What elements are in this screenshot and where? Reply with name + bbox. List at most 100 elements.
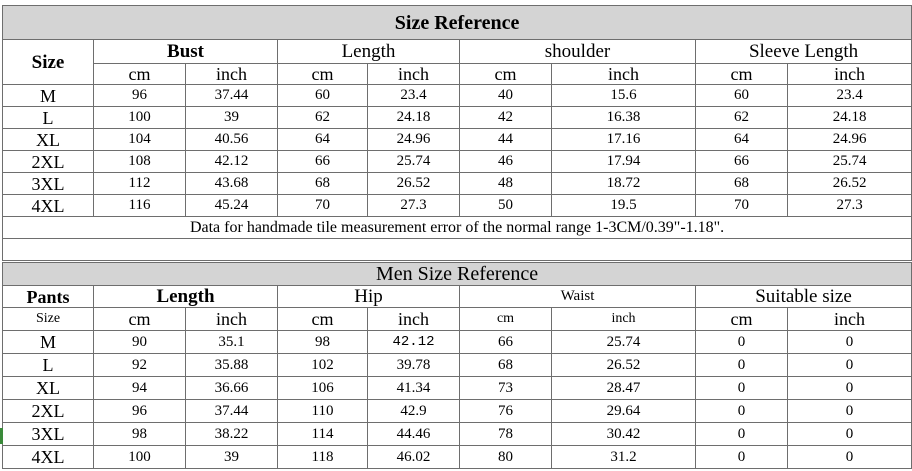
pants-header: Pants (2, 285, 94, 308)
value-cell: 37.44 (185, 399, 278, 423)
value-cell: 37.44 (185, 84, 278, 107)
value-cell: 62 (277, 106, 368, 129)
value-cell: 94 (93, 376, 186, 400)
bust-header: Bust (93, 39, 278, 64)
value-cell: 70 (277, 194, 368, 217)
value-cell: 80 (459, 445, 552, 469)
value-cell: 78 (459, 422, 552, 446)
value-cell: 40 (459, 84, 552, 107)
measurement-note: Data for handmade tile measurement error… (1, 216, 912, 239)
value-cell: 0 (786, 353, 912, 377)
value-cell: 0 (695, 399, 788, 423)
value-cell: 42.12 (185, 150, 278, 173)
table-row: 4XL 116 45.24 70 27.3 50 19.5 70 27.3 (2, 194, 912, 217)
unit-header: cm (93, 307, 186, 331)
value-cell: 41.34 (367, 376, 460, 400)
value-cell: 66 (459, 330, 552, 354)
value-cell: 27.3 (786, 194, 912, 217)
unit-header: inch (367, 63, 460, 85)
value-cell: 68 (695, 172, 788, 195)
unit-header: inch (367, 307, 460, 331)
value-cell: 44 (459, 128, 552, 151)
value-cell: 62 (695, 106, 788, 129)
value-cell: 42.9 (367, 399, 460, 423)
value-cell: 36.66 (185, 376, 278, 400)
men-size-reference-table: Men Size Reference Pants Length Hip Wais… (1, 262, 912, 469)
unit-header: inch (786, 63, 912, 85)
value-cell: 35.1 (185, 330, 278, 354)
size-header: Size (2, 39, 94, 85)
value-cell: 26.52 (786, 172, 912, 195)
value-cell: 0 (695, 422, 788, 446)
length-header: Length (277, 39, 460, 64)
value-cell: 48 (459, 172, 552, 195)
value-cell: 68 (459, 353, 552, 377)
unit-header: cm (695, 63, 788, 85)
value-cell: 39.78 (367, 353, 460, 377)
value-cell: 24.96 (367, 128, 460, 151)
unit-header: cm (459, 307, 552, 331)
value-cell: 17.94 (551, 150, 696, 173)
value-cell: 0 (786, 399, 912, 423)
value-cell: 76 (459, 399, 552, 423)
table-row: XL 94 36.66 106 41.34 73 28.47 0 0 (2, 376, 912, 400)
value-cell: 46.02 (367, 445, 460, 469)
size-reference-table: Size Reference Size Bust Length shoulder… (1, 5, 912, 261)
value-cell: 90 (93, 330, 186, 354)
value-cell: 0 (695, 330, 788, 354)
unit-header: inch (185, 63, 278, 85)
value-cell: 0 (695, 376, 788, 400)
value-cell: 100 (93, 106, 186, 129)
table-row: L 100 39 62 24.18 42 16.38 62 24.18 (2, 106, 912, 129)
value-cell: 24.96 (786, 128, 912, 151)
unit-header: inch (786, 307, 912, 331)
value-cell: 66 (277, 150, 368, 173)
size-cell: 3XL (2, 422, 94, 446)
value-cell: 110 (277, 399, 368, 423)
value-cell: 26.52 (367, 172, 460, 195)
value-cell: 28.47 (551, 376, 696, 400)
value-cell: 106 (277, 376, 368, 400)
unit-header: cm (459, 63, 552, 85)
size-cell: XL (2, 376, 94, 400)
value-cell: 29.64 (551, 399, 696, 423)
unit-header: cm (277, 63, 368, 85)
unit-header: cm (93, 63, 186, 85)
size-header: Size (2, 307, 94, 331)
waist-header: Waist (459, 285, 696, 308)
size-cell: M (2, 84, 94, 107)
size-cell: 4XL (2, 194, 94, 217)
value-cell: 0 (786, 422, 912, 446)
value-cell: 27.3 (367, 194, 460, 217)
suitable-size-header: Suitable size (694, 285, 912, 308)
value-cell: 25.74 (786, 150, 912, 173)
size-cell: 3XL (2, 172, 94, 195)
value-cell: 114 (277, 422, 368, 446)
value-cell: 92 (93, 353, 186, 377)
unit-header: cm (277, 307, 368, 331)
unit-header: cm (695, 307, 788, 331)
table-row: L 92 35.88 102 39.78 68 26.52 0 0 (2, 353, 912, 377)
value-cell: 96 (93, 84, 186, 107)
table-row: XL 104 40.56 64 24.96 44 17.16 64 24.96 (2, 128, 912, 151)
value-cell: 39 (185, 445, 278, 469)
value-cell: 64 (695, 128, 788, 151)
value-cell: 44.46 (367, 422, 460, 446)
men-size-reference-title: Men Size Reference (1, 262, 912, 286)
value-cell: 0 (786, 330, 912, 354)
value-cell: 18.72 (551, 172, 696, 195)
sleeve-length-header: Sleeve Length (694, 39, 912, 64)
value-cell: 102 (277, 353, 368, 377)
size-cell: M (2, 330, 94, 354)
size-cell: 2XL (2, 150, 94, 173)
value-cell: 98 (277, 330, 368, 354)
value-cell: 16.38 (551, 106, 696, 129)
size-cell: L (2, 353, 94, 377)
value-cell: 42 (459, 106, 552, 129)
value-cell: 15.6 (551, 84, 696, 107)
value-cell: 46 (459, 150, 552, 173)
hip-header: Hip (277, 285, 460, 308)
value-cell: 0 (695, 445, 788, 469)
value-cell: 96 (93, 399, 186, 423)
